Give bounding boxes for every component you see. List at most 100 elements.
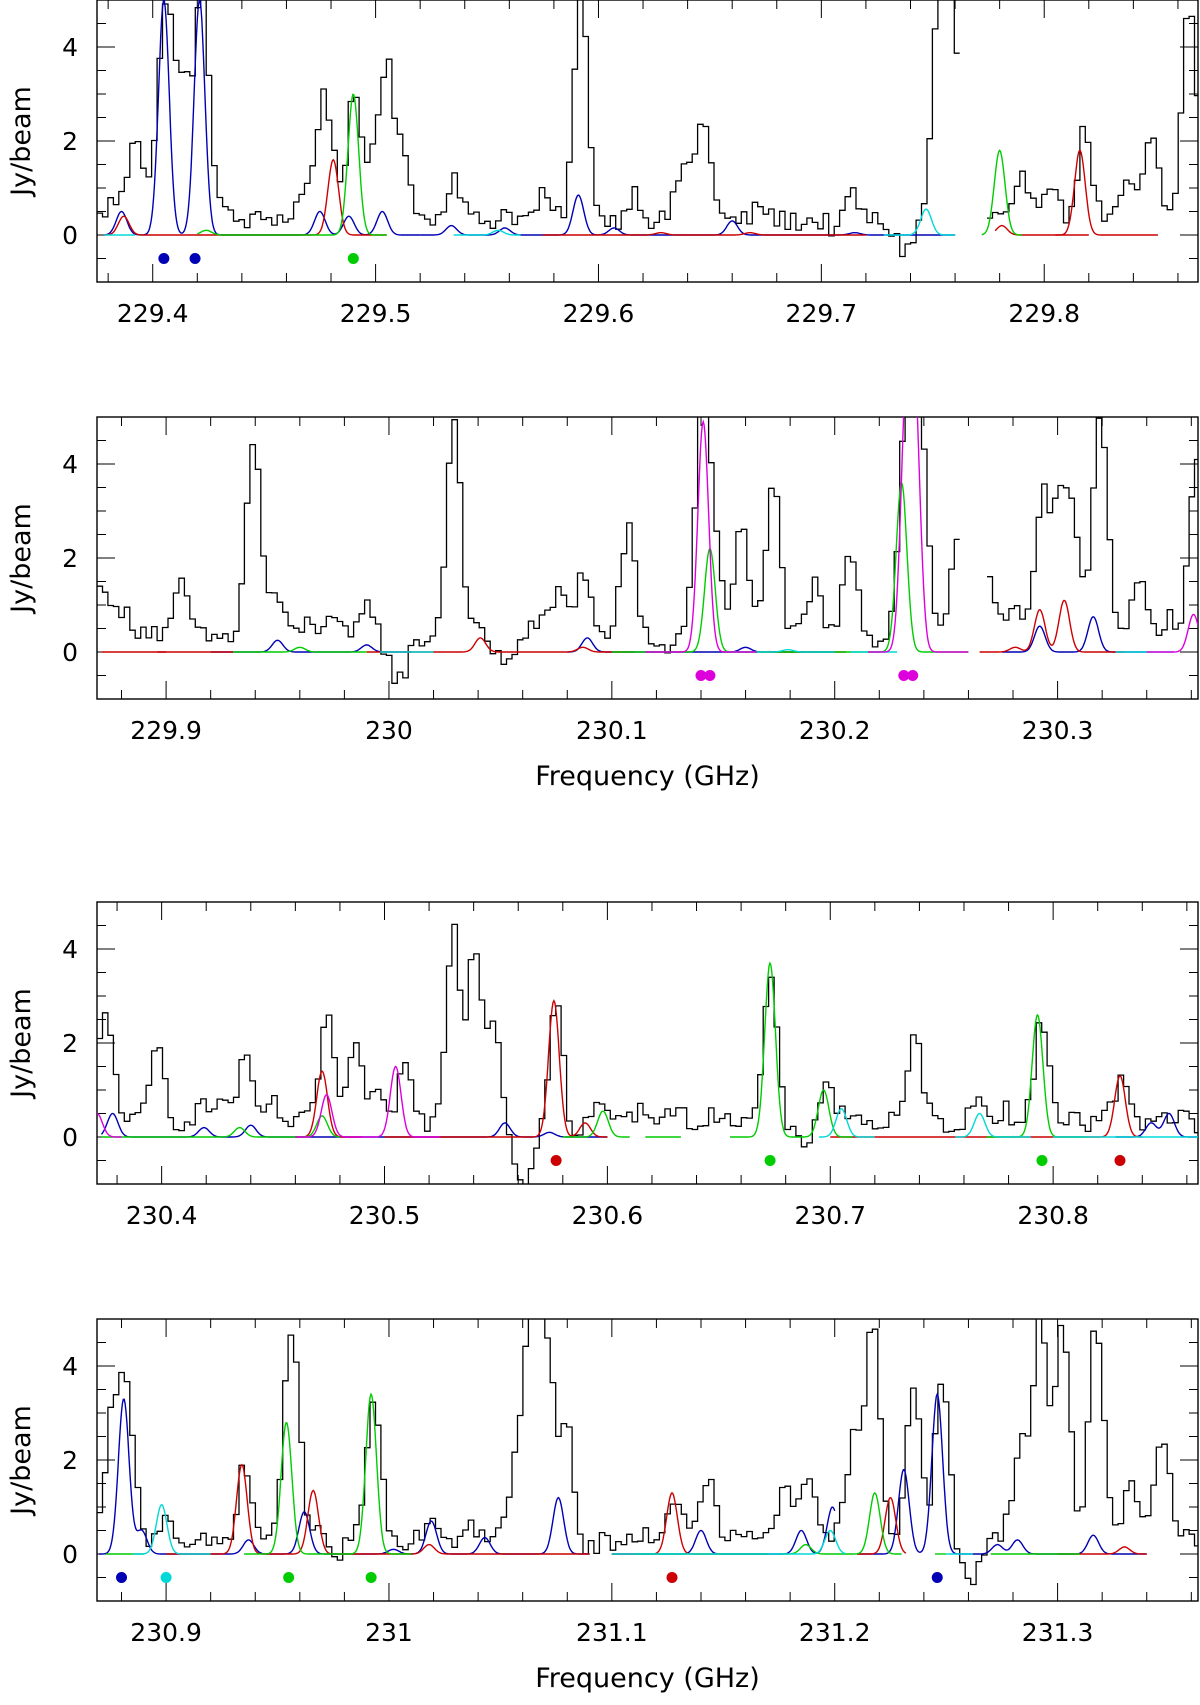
blue-line-marker — [931, 1572, 943, 1583]
observed-spectrum — [97, 923, 1198, 1184]
blue-model-series — [420, 194, 956, 236]
green-line-marker — [764, 1155, 776, 1166]
cyan-model-series — [883, 208, 956, 236]
x-tick-label: 231 — [365, 1618, 413, 1647]
y-axis-label: Jy/beam — [6, 86, 37, 198]
red-model-series — [542, 232, 866, 236]
y-tick-label: 0 — [62, 638, 78, 667]
cyan-model-series — [819, 1108, 875, 1138]
blue-model-series — [100, 1112, 608, 1138]
observed-spectrum — [97, 417, 1198, 684]
blue-model-series — [857, 1392, 1147, 1555]
observed-spectrum — [97, 0, 1198, 258]
red-model-series — [166, 1463, 456, 1555]
plot-frame — [96, 416, 1199, 700]
y-axis-label: Jy/beam — [6, 1405, 37, 1517]
y-tick-label: 2 — [62, 127, 78, 156]
green-line-marker — [347, 253, 359, 264]
spectrum-panel-1: 229.4 229.5 229.6 229.7 229.8 0 2 4 Jy/beam — [6, 0, 1199, 328]
cyan-line-marker — [160, 1572, 172, 1583]
green-line-marker — [365, 1572, 377, 1583]
blue-model-series — [103, 0, 421, 236]
blue-line-marker — [158, 253, 170, 264]
x-tick-label: 229.7 — [786, 299, 858, 328]
green-model-series — [981, 149, 1022, 236]
blue-line-marker — [116, 1572, 128, 1583]
blue-line-marker — [189, 253, 201, 264]
x-tick-label: 230.4 — [126, 1201, 198, 1230]
y-tick-label: 4 — [62, 1352, 78, 1381]
cyan-model-series — [453, 229, 521, 236]
y-tick-label: 0 — [62, 221, 78, 250]
x-tick-label: 231.1 — [576, 1618, 648, 1647]
y-tick-label: 2 — [62, 544, 78, 573]
x-tick-label: 229.9 — [130, 716, 202, 745]
green-model-series — [730, 961, 853, 1138]
x-axis-label: Frequency (GHz) — [535, 761, 760, 792]
green-model-series — [233, 646, 367, 653]
red-model-series — [857, 1497, 907, 1555]
y-tick-label: 0 — [62, 1123, 78, 1152]
green-model-series — [562, 1110, 630, 1138]
red-model-series — [994, 224, 1089, 236]
green-model-series — [197, 93, 387, 236]
plot-frame — [96, 1318, 1199, 1602]
magenta-model-series — [295, 1065, 441, 1138]
x-tick-label: 229.6 — [563, 299, 635, 328]
y-tick-label: 2 — [62, 1446, 78, 1475]
y-tick-label: 0 — [62, 1540, 78, 1569]
y-tick-label: 2 — [62, 1029, 78, 1058]
magenta-model-series — [645, 419, 757, 653]
magenta-line-marker — [898, 670, 910, 681]
y-axis-label: Jy/beam — [6, 988, 37, 1100]
cyan-model-series — [132, 1503, 211, 1555]
cyan-model-series — [611, 1529, 847, 1555]
spectrum-panel-4: 230.9 231 231.1 231.2 231.3 0 2 4 Jy/beam Frequen… — [6, 1318, 1199, 1694]
x-tick-label: 231.3 — [1022, 1618, 1094, 1647]
observed-spectrum — [97, 1319, 1198, 1586]
red-line-marker — [1114, 1155, 1126, 1166]
x-tick-label: 230.1 — [576, 716, 648, 745]
y-tick-label: 4 — [62, 450, 78, 479]
magenta-model-series — [1146, 613, 1198, 653]
x-tick-label: 230.2 — [799, 716, 871, 745]
x-tick-label: 230 — [365, 716, 413, 745]
x-tick-label: 230.3 — [1022, 716, 1094, 745]
x-tick-label: 230.9 — [130, 1618, 202, 1647]
x-axis-label: Frequency (GHz) — [535, 1663, 760, 1694]
magenta-line-marker — [695, 670, 707, 681]
y-axis-label: Jy/beam — [6, 503, 37, 615]
plot-frame — [96, 901, 1199, 1185]
red-line-marker — [550, 1155, 562, 1166]
spectrum-panel-3: 230.4 230.5 230.6 230.7 230.8 0 2 4 Jy/beam — [6, 901, 1199, 1230]
x-tick-label: 230.7 — [794, 1201, 866, 1230]
magenta-model-series — [97, 1112, 122, 1138]
plot-frame — [96, 0, 1199, 283]
cyan-model-series — [955, 1112, 1031, 1138]
magenta-line-marker — [704, 670, 716, 681]
green-line-marker — [1036, 1155, 1048, 1166]
magenta-model-series — [868, 417, 969, 653]
y-tick-label: 4 — [62, 935, 78, 964]
green-model-series — [779, 1491, 902, 1555]
spectrum-panel-2: 229.9 230 230.1 230.2 230.3 0 2 4 Jy/beam Frequen… — [6, 416, 1199, 792]
x-tick-label: 230.8 — [1017, 1201, 1089, 1230]
x-tick-label: 229.8 — [1008, 299, 1080, 328]
red-model-series — [611, 1492, 768, 1555]
x-tick-label: 230.5 — [349, 1201, 421, 1230]
green-model-series — [244, 1392, 412, 1555]
red-model-series — [1055, 150, 1158, 236]
green-model-series — [101, 1115, 340, 1138]
red-line-marker — [666, 1572, 678, 1583]
blue-model-series — [1001, 616, 1147, 653]
x-tick-label: 229.4 — [117, 299, 189, 328]
x-tick-label: 230.6 — [572, 1201, 644, 1230]
y-tick-label: 4 — [62, 33, 78, 62]
blue-model-series — [567, 637, 835, 653]
x-tick-label: 231.2 — [799, 1618, 871, 1647]
magenta-line-marker — [907, 670, 919, 681]
green-line-marker — [283, 1572, 295, 1583]
red-model-series — [979, 599, 1125, 653]
x-tick-label: 229.5 — [340, 299, 412, 328]
